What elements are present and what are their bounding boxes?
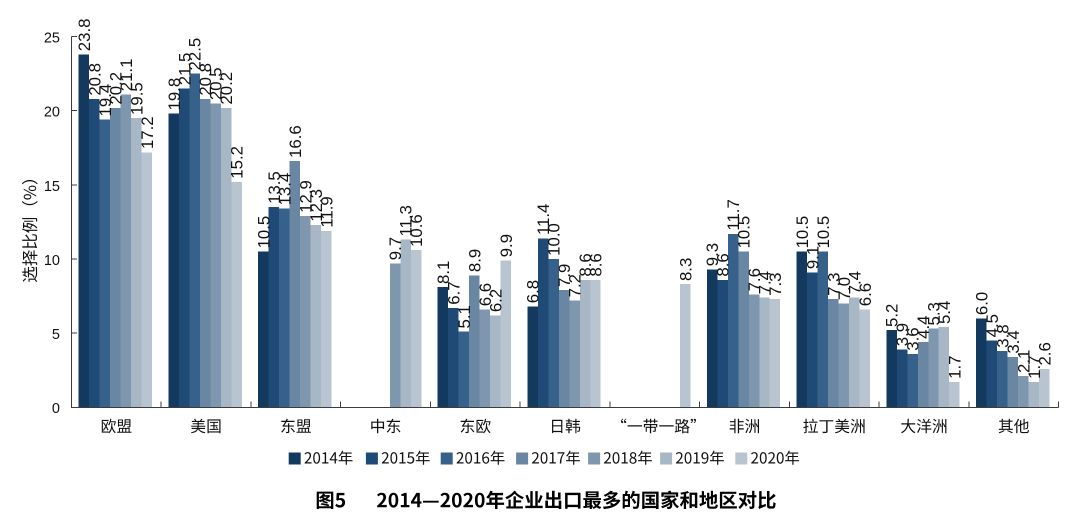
svg-text:11.3: 11.3 <box>397 205 416 236</box>
svg-text:6.8: 6.8 <box>524 280 543 303</box>
svg-text:6.7: 6.7 <box>444 281 463 304</box>
svg-text:10.0: 10.0 <box>545 223 564 256</box>
svg-text:13.5: 13.5 <box>265 171 284 204</box>
svg-text:20.8: 20.8 <box>86 63 105 96</box>
svg-text:5.3: 5.3 <box>925 302 944 325</box>
svg-text:20: 20 <box>44 105 60 121</box>
svg-text:8.3: 8.3 <box>676 258 695 281</box>
svg-text:20.5: 20.5 <box>207 67 226 100</box>
svg-text:8.6: 8.6 <box>576 253 595 276</box>
svg-text:15: 15 <box>44 179 60 195</box>
svg-text:11.4: 11.4 <box>534 204 553 235</box>
svg-text:20.8: 20.8 <box>196 63 215 96</box>
svg-text:9.9: 9.9 <box>497 234 516 257</box>
svg-text:6.6: 6.6 <box>476 283 495 306</box>
svg-text:19.5: 19.5 <box>127 82 146 115</box>
svg-text:21.5: 21.5 <box>175 53 194 86</box>
svg-text:19.8: 19.8 <box>165 78 184 111</box>
svg-text:3.8: 3.8 <box>993 324 1012 347</box>
svg-text:8.6: 8.6 <box>587 253 606 276</box>
svg-text:7.4: 7.4 <box>845 271 864 294</box>
svg-text:2.1: 2.1 <box>1014 350 1033 373</box>
svg-text:11.7: 11.7 <box>724 199 743 230</box>
svg-text:22.5: 22.5 <box>186 38 205 71</box>
svg-text:10.5: 10.5 <box>814 216 833 249</box>
svg-text:10.5: 10.5 <box>735 216 754 249</box>
svg-text:5: 5 <box>52 327 60 343</box>
svg-text:10.6: 10.6 <box>407 214 426 247</box>
svg-text:10.5: 10.5 <box>255 216 274 249</box>
svg-text:1.7: 1.7 <box>1025 356 1044 379</box>
svg-text:7.6: 7.6 <box>745 268 764 291</box>
svg-text:20.2: 20.2 <box>106 72 125 105</box>
svg-text:3.4: 3.4 <box>1004 330 1023 353</box>
svg-text:7.4: 7.4 <box>756 271 775 294</box>
svg-text:0: 0 <box>52 401 60 417</box>
svg-text:8.6: 8.6 <box>714 253 733 276</box>
svg-text:7.9: 7.9 <box>555 264 574 287</box>
svg-text:7.2: 7.2 <box>566 274 585 297</box>
svg-text:13.4: 13.4 <box>275 173 294 206</box>
svg-text:6.0: 6.0 <box>972 292 991 315</box>
svg-text:7.3: 7.3 <box>766 273 785 296</box>
svg-text:4.5: 4.5 <box>983 314 1002 337</box>
svg-text:4.4: 4.4 <box>914 316 933 339</box>
svg-text:5.4: 5.4 <box>935 301 954 324</box>
svg-text:9.3: 9.3 <box>703 243 722 266</box>
svg-text:19.4: 19.4 <box>96 84 115 117</box>
svg-text:15.2: 15.2 <box>228 146 247 179</box>
svg-text:25: 25 <box>44 31 60 47</box>
svg-text:10.5: 10.5 <box>793 216 812 249</box>
svg-text:9.1: 9.1 <box>803 246 822 269</box>
svg-text:8.1: 8.1 <box>434 261 453 284</box>
svg-text:17.2: 17.2 <box>138 116 157 149</box>
svg-text:1.7: 1.7 <box>946 356 965 379</box>
svg-text:6.6: 6.6 <box>856 283 875 306</box>
svg-text:9.7: 9.7 <box>386 237 405 260</box>
svg-text:10: 10 <box>44 253 60 269</box>
svg-text:8.9: 8.9 <box>465 249 484 272</box>
svg-text:7.0: 7.0 <box>835 277 854 300</box>
svg-text:2.6: 2.6 <box>1035 342 1054 365</box>
svg-text:11.9: 11.9 <box>317 196 336 227</box>
svg-text:3.9: 3.9 <box>893 323 912 346</box>
svg-text:7.3: 7.3 <box>824 273 843 296</box>
svg-text:3.6: 3.6 <box>904 327 923 350</box>
svg-text:23.8: 23.8 <box>75 19 94 52</box>
svg-text:5.2: 5.2 <box>883 304 902 327</box>
svg-text:6.2: 6.2 <box>486 289 505 312</box>
svg-text:5.1: 5.1 <box>455 305 474 328</box>
svg-text:21.1: 21.1 <box>117 59 136 92</box>
svg-text:20.2: 20.2 <box>217 72 236 105</box>
svg-text:12.3: 12.3 <box>307 189 326 222</box>
svg-text:16.6: 16.6 <box>286 125 305 158</box>
svg-text:12.9: 12.9 <box>296 180 315 213</box>
